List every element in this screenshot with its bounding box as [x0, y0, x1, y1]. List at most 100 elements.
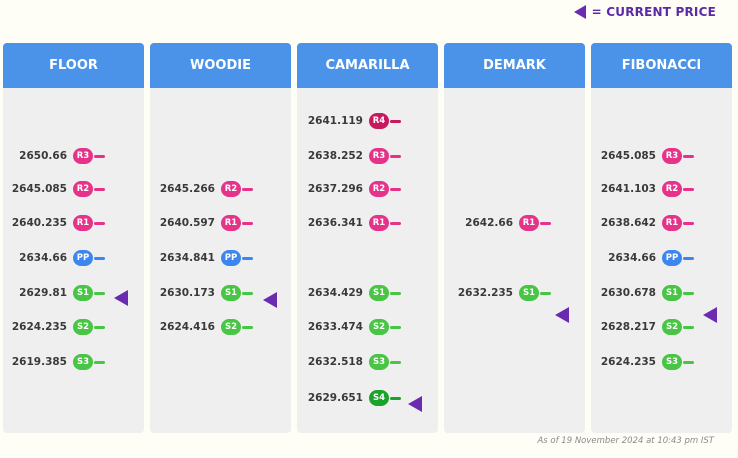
level-row-r1: 2640.235 R1 [3, 214, 105, 232]
level-badge: R3 [369, 148, 389, 164]
level-bar [390, 396, 401, 400]
legend-label: = CURRENT PRICE [591, 5, 716, 19]
level-value: 2619.385 [11, 356, 67, 368]
level-row-s2: 2624.235 S2 [3, 318, 105, 336]
column-header-woodie: WOODIE [150, 43, 291, 88]
level-badge: S1 [662, 285, 682, 301]
level-badge: S1 [519, 285, 539, 301]
level-bar [94, 221, 105, 225]
level-badge: S3 [369, 354, 389, 370]
column-floor: FLOOR 2650.66 R3 2645.085 R2 2640.235 R1… [3, 43, 144, 433]
level-row-pp: 2634.66 PP [591, 249, 694, 267]
level-badge: R2 [369, 181, 389, 197]
level-badge: S1 [221, 285, 241, 301]
column-demark: DEMARK 2642.66 R1 2632.235 S1 [444, 43, 585, 433]
level-row-s2: 2628.217 S2 [591, 318, 694, 336]
current-price-marker-icon [263, 292, 277, 308]
level-value: 2642.66 [465, 217, 513, 229]
current-price-marker-icon [114, 290, 128, 306]
level-bar [390, 119, 401, 123]
level-value: 2641.119 [307, 115, 363, 127]
level-bar [94, 360, 105, 364]
level-row-s1: 2629.81 S1 [3, 284, 105, 302]
level-value: 2637.296 [307, 183, 363, 195]
column-woodie: WOODIE 2645.266 R2 2640.597 R1 2634.841 … [150, 43, 291, 433]
level-badge: R1 [369, 215, 389, 231]
current-price-marker-icon [555, 307, 569, 323]
level-value: 2630.173 [159, 287, 215, 299]
level-bar [94, 256, 105, 260]
current-price-marker-icon [573, 5, 586, 19]
level-bar [683, 187, 694, 191]
level-value: 2634.429 [307, 287, 363, 299]
level-value: 2645.085 [11, 183, 67, 195]
level-bar [540, 221, 551, 225]
level-bar [242, 256, 253, 260]
level-badge: R3 [73, 148, 93, 164]
level-row-r3: 2638.252 R3 [297, 147, 401, 165]
level-row-s2: 2633.474 S2 [297, 318, 401, 336]
level-row-s4: 2629.651 S4 [297, 389, 401, 407]
level-value: 2636.341 [307, 217, 363, 229]
level-row-s1: 2630.173 S1 [150, 284, 253, 302]
level-badge: S1 [73, 285, 93, 301]
level-row-s1: 2634.429 S1 [297, 284, 401, 302]
level-row-s3: 2632.518 S3 [297, 353, 401, 371]
level-bar [242, 325, 253, 329]
column-fibonacci: FIBONACCI 2645.085 R3 2641.103 R2 2638.6… [591, 43, 732, 433]
level-value: 2624.235 [11, 321, 67, 333]
column-camarilla: CAMARILLA 2641.119 R4 2638.252 R3 2637.2… [297, 43, 438, 433]
level-value: 2632.235 [457, 287, 513, 299]
level-row-s1: 2632.235 S1 [444, 284, 551, 302]
level-value: 2630.678 [600, 287, 656, 299]
level-row-r2: 2645.085 R2 [3, 180, 105, 198]
level-badge: R2 [73, 181, 93, 197]
level-bar [390, 221, 401, 225]
column-header-fibonacci: FIBONACCI [591, 43, 732, 88]
column-header-camarilla: CAMARILLA [297, 43, 438, 88]
level-value: 2645.085 [600, 150, 656, 162]
level-badge: S3 [662, 354, 682, 370]
level-value: 2634.841 [159, 252, 215, 264]
level-bar [540, 291, 551, 295]
level-value: 2628.217 [600, 321, 656, 333]
timestamp-note: As of 19 November 2024 at 10:43 pm IST [537, 436, 714, 446]
level-row-r1: 2638.642 R1 [591, 214, 694, 232]
level-bar [683, 221, 694, 225]
level-row-pp: 2634.66 PP [3, 249, 105, 267]
current-price-marker-icon [408, 396, 422, 412]
level-value: 2634.66 [19, 252, 67, 264]
level-bar [390, 187, 401, 191]
column-header-demark: DEMARK [444, 43, 585, 88]
level-row-r1: 2636.341 R1 [297, 214, 401, 232]
level-value: 2641.103 [600, 183, 656, 195]
level-row-r1: 2640.597 R1 [150, 214, 253, 232]
level-row-pp: 2634.841 PP [150, 249, 253, 267]
current-price-marker-icon [703, 307, 717, 323]
level-bar [94, 325, 105, 329]
level-bar [94, 291, 105, 295]
level-badge: R1 [662, 215, 682, 231]
level-bar [683, 291, 694, 295]
level-bar [683, 256, 694, 260]
level-bar [94, 154, 105, 158]
pivot-points-table: FLOOR 2650.66 R3 2645.085 R2 2640.235 R1… [3, 43, 735, 433]
level-value: 2624.416 [159, 321, 215, 333]
current-price-legend: = CURRENT PRICE [573, 2, 716, 22]
level-badge: S3 [73, 354, 93, 370]
level-bar [683, 154, 694, 158]
level-badge: S2 [221, 319, 241, 335]
level-bar [242, 291, 253, 295]
level-row-r1: 2642.66 R1 [444, 214, 551, 232]
level-value: 2638.252 [307, 150, 363, 162]
level-value: 2633.474 [307, 321, 363, 333]
level-badge: R3 [662, 148, 682, 164]
column-header-floor: FLOOR [3, 43, 144, 88]
level-row-s1: 2630.678 S1 [591, 284, 694, 302]
level-badge: R2 [221, 181, 241, 197]
level-bar [683, 360, 694, 364]
level-row-s3: 2619.385 S3 [3, 353, 105, 371]
level-bar [683, 325, 694, 329]
level-row-s2: 2624.416 S2 [150, 318, 253, 336]
level-value: 2629.651 [307, 392, 363, 404]
